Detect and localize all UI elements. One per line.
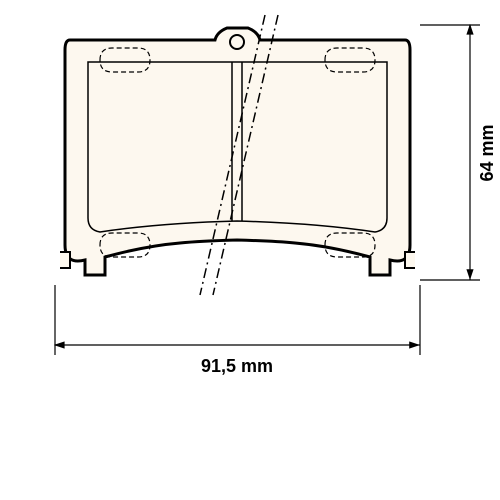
pad-outline [65,28,410,275]
notch-right [405,252,415,268]
notch-left [60,252,70,268]
top-hole [230,35,244,49]
width-label: 91,5 mm [201,356,273,376]
height-label: 64 mm [477,124,497,181]
brake-pad-diagram: 91,5 mm 64 mm [0,0,500,500]
